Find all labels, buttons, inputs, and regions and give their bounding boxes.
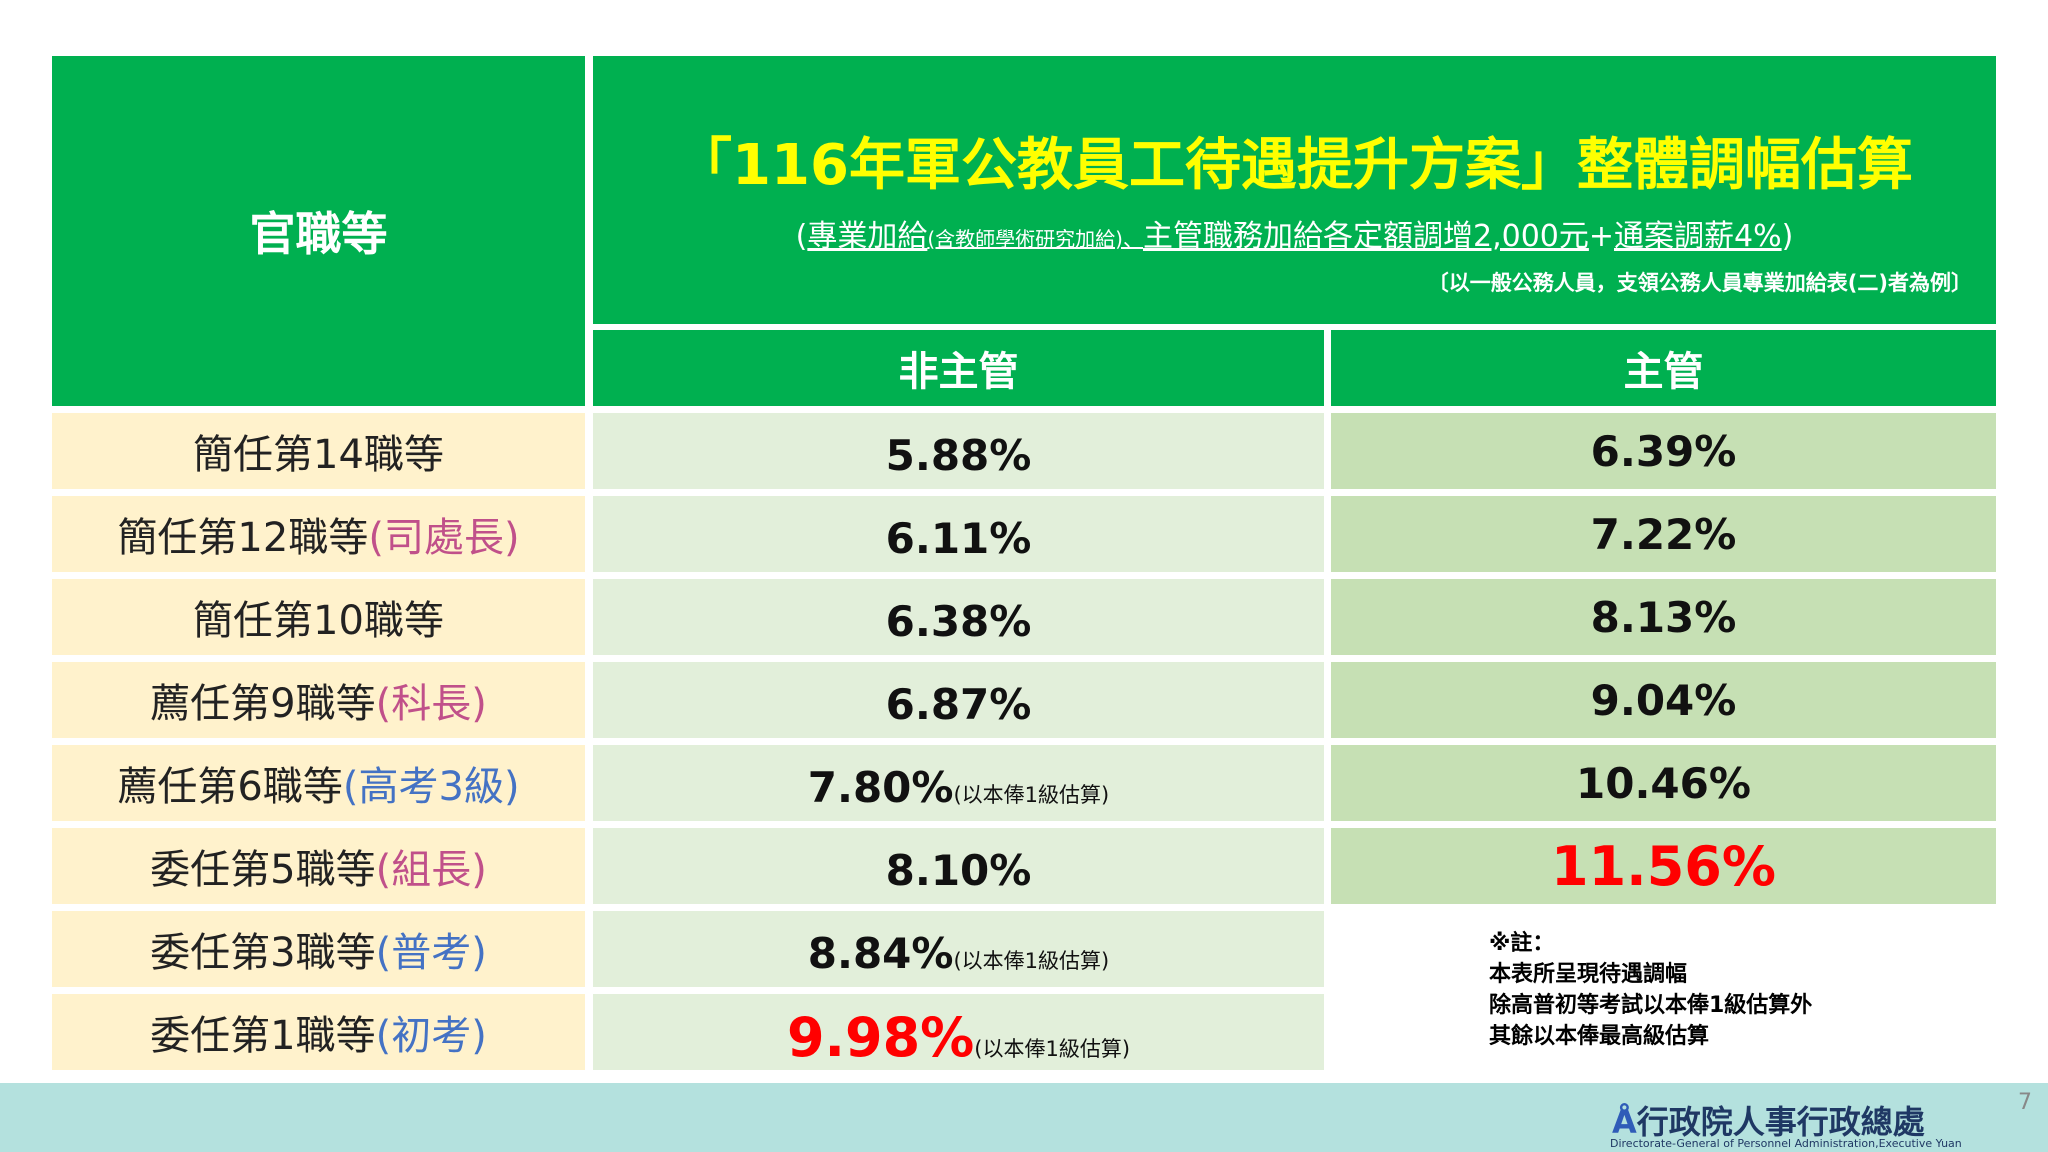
- role: (司處長): [368, 515, 520, 561]
- subtitle-part: +: [1588, 219, 1615, 254]
- row-label-header: 官職等: [52, 56, 585, 406]
- grade: 薦任第9職等: [150, 681, 376, 727]
- note: ※註： 本表所呈現待遇調幅除高普初等考試以本俸1級估算外 其餘以本俸最高級估算: [1489, 928, 1969, 1052]
- supervisor-cell: 8.13%: [1331, 579, 1996, 655]
- supervisor-cell: 11.56%: [1331, 828, 1996, 904]
- supervisor-cell: 9.04%: [1331, 662, 1996, 738]
- value: 8.10%: [885, 846, 1032, 895]
- grade-cell: 簡任第14職等: [52, 413, 585, 489]
- subtitle-part: 主管職務加給各定額調增2,000元: [1142, 219, 1589, 254]
- value: 11.56%: [1551, 834, 1776, 898]
- grade: 簡任第10職等: [193, 598, 444, 644]
- grade: 簡任第14職等: [193, 432, 444, 478]
- subtitle-part: (含教師學術研究加給)、: [927, 227, 1143, 251]
- value: 9.04%: [1590, 675, 1737, 725]
- subtitle-part: 專業加給: [807, 219, 928, 254]
- subtitle-part: 通案調薪4%: [1614, 219, 1782, 254]
- non-supervisor-cell: 8.10%: [593, 828, 1324, 904]
- non-supervisor-cell: 6.11%: [593, 496, 1324, 572]
- grade-cell: 委任第1職等 (初考): [52, 994, 585, 1070]
- grade-cell: 委任第5職等 (組長): [52, 828, 585, 904]
- note-line: ※註：: [1489, 931, 1555, 956]
- subtitle-part: ): [1781, 219, 1794, 254]
- supervisor-cell: 7.22%: [1331, 496, 1996, 572]
- organization-name: 行政院人事行政總處: [1636, 1103, 1925, 1141]
- non-supervisor-cell: 6.38%: [593, 579, 1324, 655]
- grade-cell: 薦任第6職等 (高考3級): [52, 745, 585, 821]
- value: 8.84%: [807, 929, 954, 978]
- role: (組長): [375, 847, 487, 893]
- supervisor-cell: 10.46%: [1331, 745, 1996, 821]
- column-header: 非主管: [593, 330, 1324, 406]
- role: (初考): [375, 1013, 487, 1059]
- scope: 〔以一般公務人員，支領公務人員專業加給表(二)者為例〕: [1427, 271, 1972, 295]
- role: (高考3級): [342, 764, 520, 810]
- value: 7.80%: [807, 763, 954, 812]
- value: 10.46%: [1576, 758, 1751, 808]
- organization-en: Directorate-General of Personnel Adminis…: [1610, 1137, 1962, 1150]
- grade-cell: 薦任第9職等 (科長): [52, 662, 585, 738]
- grade-cell: 委任第3職等 (普考): [52, 911, 585, 987]
- value: 6.39%: [1590, 426, 1737, 476]
- title-block: 「116年軍公教員工待遇提升方案」整體調幅估算 (專業加給(含教師學術研究加給)…: [593, 56, 1996, 324]
- value-note: (以本俸1級估算): [953, 949, 1110, 973]
- note-line: 除高普初等考試以本俸1級估算外: [1489, 993, 1813, 1018]
- grade-cell: 簡任第10職等: [52, 579, 585, 655]
- grade: 委任第1職等: [150, 1013, 376, 1059]
- value: 8.13%: [1590, 592, 1737, 642]
- page-number: 7: [2018, 1090, 2032, 1115]
- non-supervisor-cell: 7.80% (以本俸1級估算): [593, 745, 1324, 821]
- subtitle-part: (: [795, 219, 808, 254]
- grade: 薦任第6職等: [117, 764, 343, 810]
- non-supervisor-cell: 9.98% (以本俸1級估算): [593, 994, 1324, 1070]
- value: 6.38%: [885, 597, 1032, 646]
- grade: 簡任第12職等: [117, 515, 369, 561]
- title: 「116年軍公教員工待遇提升方案」整體調幅估算: [676, 133, 1913, 198]
- column-header: 主管: [1331, 330, 1996, 406]
- supervisor-cell: 6.39%: [1331, 413, 1996, 489]
- footer: Å行政院人事行政總處 Directorate-General of Person…: [0, 1083, 2048, 1152]
- grade: 委任第5職等: [150, 847, 376, 893]
- subtitle: (專業加給(含教師學術研究加給)、主管職務加給各定額調增2,000元+通案調薪4…: [593, 211, 1996, 255]
- value: 6.11%: [885, 514, 1032, 563]
- role: (普考): [375, 930, 487, 976]
- value: 9.98%: [786, 1006, 975, 1069]
- value-note: (以本俸1級估算): [974, 1037, 1131, 1061]
- note-line: 其餘以本俸最高級估算: [1489, 1024, 1710, 1049]
- grade-cell: 簡任第12職等 (司處長): [52, 496, 585, 572]
- note-line: 本表所呈現待遇調幅: [1489, 962, 1688, 987]
- organization: Å行政院人事行政總處: [1612, 1103, 1925, 1141]
- value: 6.87%: [885, 680, 1032, 729]
- role: (科長): [375, 681, 487, 727]
- value-note: (以本俸1級估算): [953, 783, 1110, 807]
- non-supervisor-cell: 5.88%: [593, 413, 1324, 489]
- value: 5.88%: [885, 431, 1032, 480]
- value: 7.22%: [1590, 509, 1737, 559]
- non-supervisor-cell: 6.87%: [593, 662, 1324, 738]
- non-supervisor-cell: 8.84% (以本俸1級估算): [593, 911, 1324, 987]
- grade: 委任第3職等: [150, 930, 376, 976]
